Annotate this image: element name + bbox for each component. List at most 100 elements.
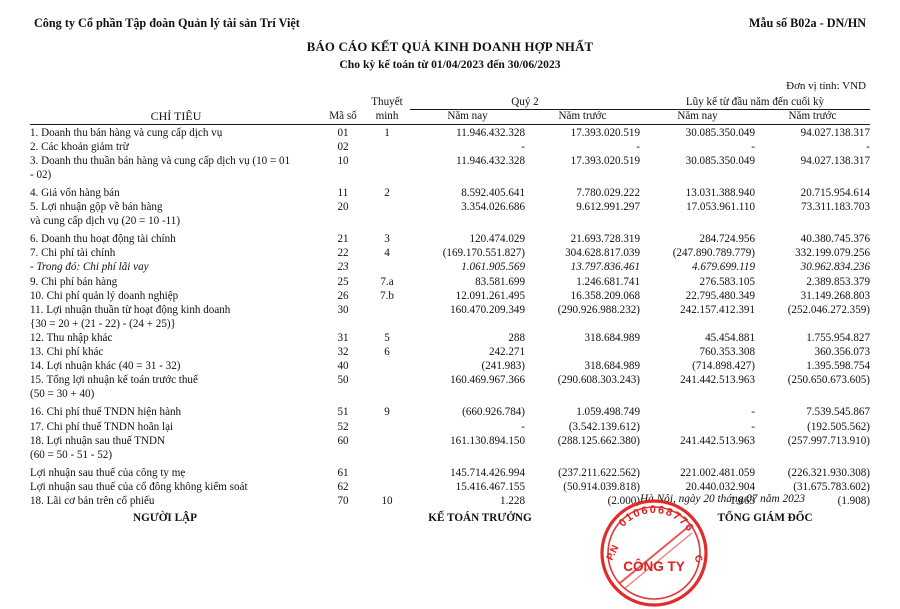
row-quarter-previous	[525, 344, 640, 358]
row-note: 9	[384, 406, 390, 419]
row-label: 9. Chi phí bán hàng	[30, 275, 118, 288]
row-label: 11. Lợi nhuận thuần từ hoạt động kinh do…	[30, 303, 231, 316]
table-row: 11. Lợi nhuận thuần từ hoạt động kinh do…	[30, 302, 870, 316]
row-cumulative-previous: 2.389.853.379	[806, 275, 870, 288]
column-header-thuyet-minh: Thuyết minh	[364, 96, 410, 124]
row-cumulative-current: 45.454.881	[705, 331, 755, 344]
row-label: và cung cấp dịch vụ (20 = 10 -11)	[30, 215, 181, 228]
row-quarter-previous: (290.608.303.243)	[557, 374, 640, 387]
row-note	[364, 447, 410, 461]
signature-labels: NGƯỜI LẬP KẾ TOÁN TRƯỞNG TỔNG GIÁM ĐỐC	[0, 512, 900, 524]
signature-block: Hà Nội, ngày 20 tháng 07 năm 2023 NGƯỜI …	[0, 491, 900, 531]
row-quarter-current: 242.271	[488, 346, 525, 359]
table-row: 1. Doanh thu bán hàng và cung cấp dịch v…	[30, 124, 870, 139]
table-row: 15. Tổng lợi nhuận kế toán trước thuế 50 1…	[30, 372, 870, 386]
column-group-quarter-label: Quý 2	[410, 96, 640, 110]
row-code	[322, 386, 364, 400]
row-code	[322, 167, 364, 181]
row-cumulative-current: 221.002.481.059	[680, 466, 755, 479]
table-row: 9. Chi phí bán hàng 25 7.a 83.581.699 1.246.…	[30, 273, 870, 288]
row-code: 70	[337, 494, 349, 507]
row-code: 50	[337, 374, 349, 387]
table-row: {30 = 20 + (21 - 22) - (24 + 25)}	[30, 316, 870, 330]
rule-chi-tieu	[30, 123, 322, 125]
currency-unit: Đơn vị tính: VND	[786, 80, 866, 92]
rule-y-prev	[755, 123, 870, 125]
column-header-quarter-previous: Năm trước	[558, 110, 607, 122]
table-row: 3. Doanh thu thuần bán hàng và cung cấp …	[30, 153, 870, 167]
row-cumulative-current	[640, 213, 755, 227]
financial-statement-page: Công ty Cổ phần Tập đoàn Quản lý tài sản…	[0, 16, 900, 607]
row-code: 60	[337, 434, 349, 447]
row-cumulative-previous: (192.505.562)	[807, 420, 870, 433]
row-note: 7.b	[380, 289, 394, 302]
row-cumulative-previous: 360.356.073	[814, 346, 870, 359]
table-row: 7. Chi phí tài chính 22 4 (169.170.551.827)…	[30, 245, 870, 259]
row-label: 6. Doanh thu hoạt động tài chính	[30, 233, 176, 246]
row-cumulative-current: (247.890.789.779)	[672, 247, 755, 260]
row-cumulative-previous	[755, 386, 870, 400]
row-quarter-previous: 318.684.989	[584, 331, 640, 344]
row-label: 13. Chi phí khác	[30, 346, 104, 359]
row-label: 4. Giá vốn hàng bán	[30, 187, 120, 199]
page-subtitle: Cho kỳ kế toán từ 01/04/2023 đến 30/06/2…	[339, 58, 561, 71]
row-note	[364, 139, 410, 153]
row-quarter-current: 11.946.432.328	[456, 126, 525, 139]
row-code: 32	[337, 346, 349, 359]
row-quarter-current: (241.983)	[481, 360, 525, 373]
rule-ma-so	[322, 123, 364, 125]
row-quarter-current	[410, 316, 525, 330]
row-quarter-current: 160.470.209.349	[450, 303, 525, 316]
row-code: 30	[337, 303, 349, 316]
row-cumulative-current: 1.863	[730, 494, 755, 507]
row-note	[364, 302, 410, 316]
page-title: BÁO CÁO KẾT QUẢ KINH DOANH HỢP NHẤT	[306, 40, 594, 54]
row-label: 18. Lợi nhuận sau thuế TNDN	[30, 434, 166, 447]
table-row: - Trong đó: Chi phí lãi vay 23 1.061.905.5…	[30, 259, 870, 273]
row-quarter-previous	[525, 447, 640, 461]
table-row: 10. Chi phí quản lý doanh nghiệp 26 7.b 12.…	[30, 288, 870, 302]
row-cumulative-previous: (252.046.272.359)	[787, 303, 870, 316]
rule-q-prev	[525, 123, 640, 125]
table-row: - 02)	[30, 167, 870, 181]
row-cumulative-previous: (257.997.713.910)	[787, 434, 870, 447]
table-row: 17. Chi phí thuế TNDN hoãn lại 52 - (3.542.…	[30, 418, 870, 433]
row-cumulative-current: 17.053.961.110	[686, 201, 755, 214]
column-header-cumulative-current: Năm nay	[677, 110, 718, 122]
row-code: 51	[337, 406, 349, 419]
row-quarter-previous	[525, 167, 640, 181]
row-cumulative-current: 20.440.032.904	[685, 480, 755, 493]
table-row: 16. Chi phí thuế TNDN hiện hành 51 9 (660.9…	[30, 404, 870, 418]
row-cumulative-current: 22.795.480.349	[685, 289, 755, 302]
table-row: 5. Lợi nhuận gộp về bán hàng 20 3.354.026.…	[30, 199, 870, 213]
row-quarter-current: 160.469.967.366	[450, 374, 525, 387]
thuyet-minh-line1: Thuyết	[371, 96, 403, 109]
row-note	[364, 153, 410, 167]
signature-director-label: TỔNG GIÁM ĐỐC	[717, 512, 813, 524]
row-quarter-current	[410, 213, 525, 227]
row-code: 22	[337, 247, 349, 260]
row-code: 26	[337, 289, 349, 302]
row-quarter-previous: 13.797.836.461	[570, 261, 640, 274]
table-row: (60 = 50 - 51 - 52)	[30, 447, 870, 461]
row-code: 11	[337, 187, 349, 199]
row-code: 20	[337, 201, 349, 214]
row-cumulative-previous: 40.380.745.376	[800, 233, 870, 246]
column-group-quarter: Quý 2	[410, 96, 640, 110]
row-quarter-current: 8.592.405.641	[461, 187, 525, 199]
row-code: 61	[337, 466, 349, 479]
table-row: 2. Các khoản giảm trừ 02 - - - -	[30, 139, 870, 153]
column-group-cumulative: Lũy kế từ đầu năm đến cuối kỳ	[640, 96, 870, 110]
row-cumulative-current: 4.679.699.119	[692, 261, 755, 274]
row-code	[322, 447, 364, 461]
row-cumulative-current: 284.724.956	[699, 233, 755, 246]
row-code: 01	[337, 126, 349, 139]
row-note	[364, 259, 410, 273]
table-body: 1. Doanh thu bán hàng và cung cấp dịch v…	[30, 124, 870, 507]
rule-q-now	[410, 123, 525, 125]
table-row: (50 = 30 + 40)	[30, 386, 870, 400]
thuyet-minh-line2: minh	[375, 110, 399, 122]
row-label: {30 = 20 + (21 - 22) - (24 + 25)}	[30, 317, 176, 330]
row-note: 6	[384, 346, 390, 359]
row-quarter-previous: 7.780.029.222	[576, 187, 640, 199]
